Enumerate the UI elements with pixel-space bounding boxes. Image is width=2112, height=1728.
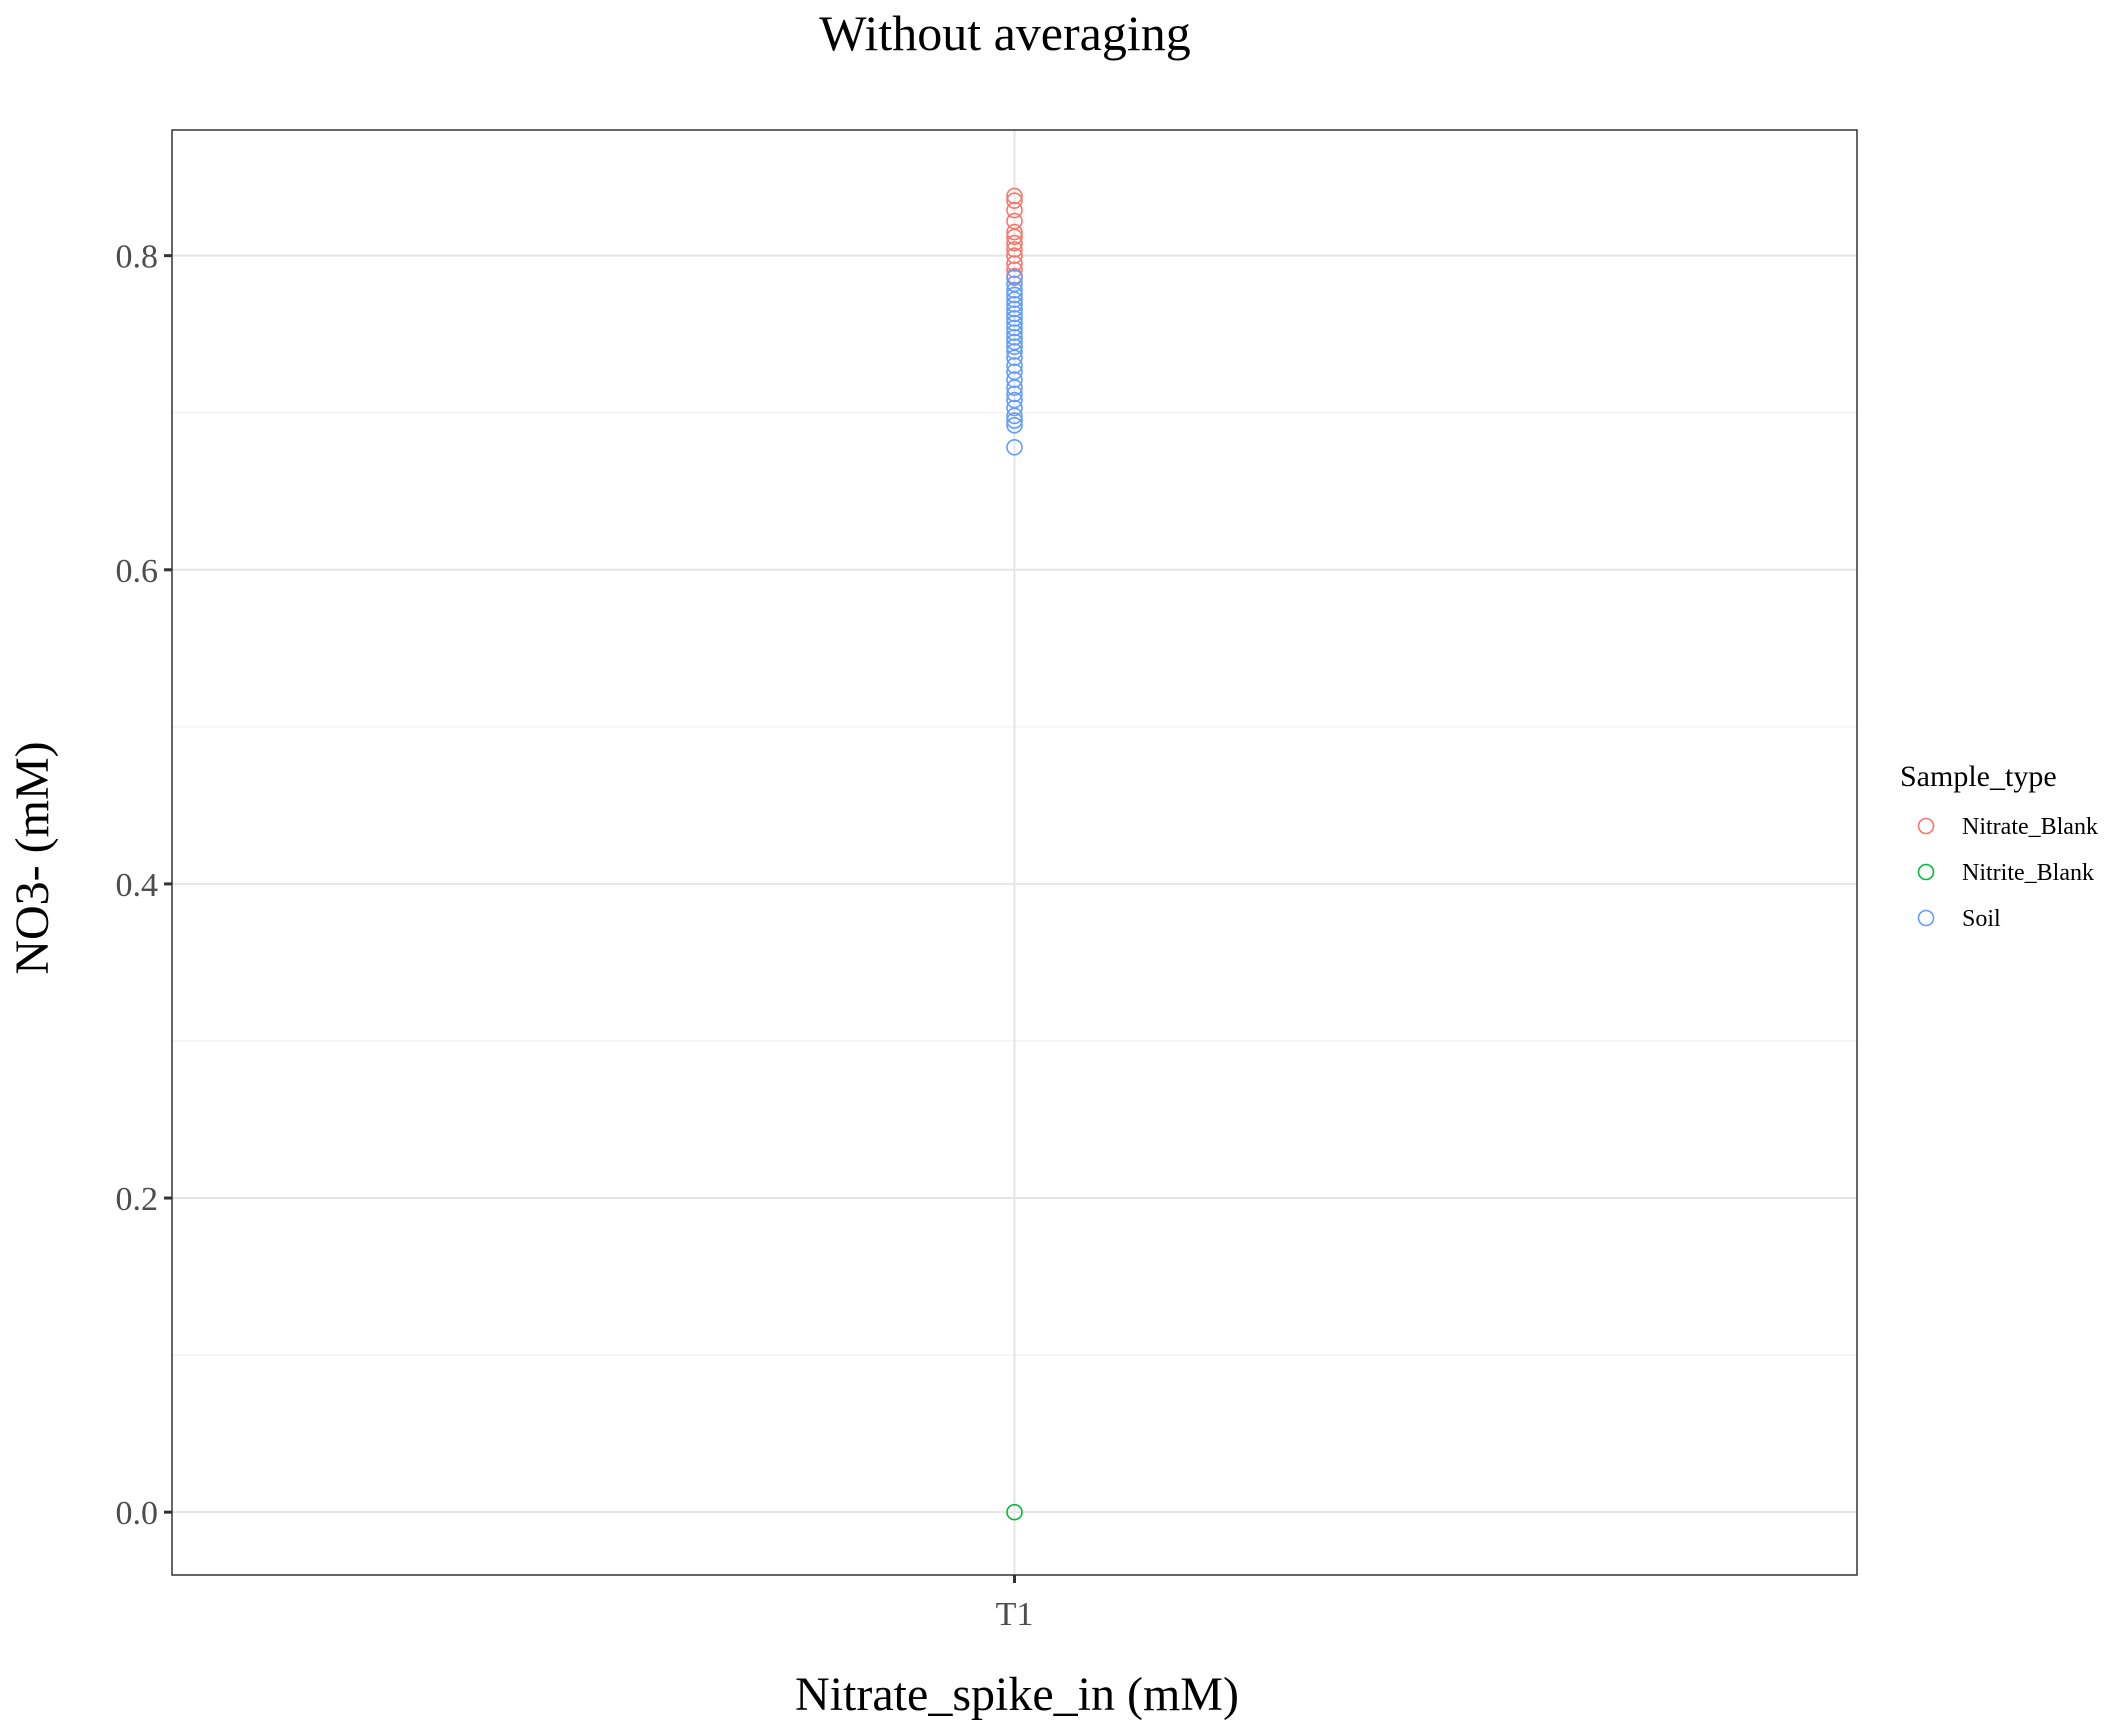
data-point: [1006, 255, 1023, 272]
x-tick-label: T1: [996, 1596, 1034, 1633]
data-point: [1006, 416, 1023, 434]
data-point: [1006, 300, 1023, 318]
data-point: [1006, 305, 1023, 323]
data-point: [1006, 407, 1023, 425]
y-tick-label: 0.6: [116, 553, 159, 590]
data-point: [1006, 379, 1023, 396]
data-point: [1006, 261, 1023, 279]
data-point: [1006, 228, 1023, 246]
data-point: [1006, 223, 1023, 241]
data-point: [1006, 371, 1023, 389]
legend: Sample_type Nitrate_Blank Nitrite_Blank So…: [1900, 760, 2098, 932]
legend-key: [1917, 817, 1935, 835]
series-nitrite-blank: [1006, 1503, 1023, 1521]
data-point: [1006, 438, 1023, 456]
y-axis-title: NO3- (mM): [6, 741, 59, 974]
series-nitrate-blank: [1006, 187, 1023, 285]
y-tick-label: 0.2: [116, 1181, 159, 1218]
data-point: [1006, 412, 1023, 429]
y-axis: 0.0 0.2 0.4 0.6 0.8: [116, 239, 172, 1532]
data-point: [1006, 349, 1023, 367]
legend-key: [1917, 909, 1935, 927]
data-point: [1006, 399, 1023, 417]
data-point: [1006, 281, 1023, 299]
data-point: [1006, 357, 1023, 374]
legend-key: [1917, 863, 1935, 881]
x-axis-title: Nitrate_spike_in (mM): [795, 1668, 1239, 1721]
y-tick-label: 0.8: [116, 239, 159, 276]
legend-label: Nitrate_Blank: [1962, 814, 2098, 840]
data-point: [1006, 338, 1023, 356]
data-point: [1006, 291, 1023, 308]
data-point: [1006, 234, 1023, 252]
data-point: [1006, 343, 1023, 360]
series-soil: [1006, 269, 1023, 456]
x-axis: T1: [996, 1575, 1034, 1633]
data-point: [1006, 385, 1023, 403]
data-point: [1006, 187, 1023, 205]
legend-item: Soil: [1917, 906, 2001, 932]
data-point: [1006, 192, 1023, 209]
data-point: [1006, 269, 1023, 286]
chart-title: Without averaging: [819, 5, 1190, 61]
data-point: [1006, 286, 1023, 304]
data-point: [1006, 296, 1023, 313]
legend-item: Nitrite_Blank: [1917, 860, 2094, 886]
data-point: [1006, 241, 1023, 258]
data-point: [1006, 310, 1023, 327]
y-tick-label: 0.0: [116, 1495, 159, 1532]
y-tick-label: 0.4: [116, 867, 159, 904]
legend-label: Soil: [1962, 906, 2001, 932]
legend-item: Nitrate_Blank: [1917, 814, 2098, 840]
plot-area: [171, 129, 1858, 1576]
data-points: [1006, 187, 1023, 1521]
data-point: [1006, 247, 1023, 264]
data-point: [1006, 324, 1023, 341]
data-point: [1006, 319, 1023, 337]
data-point: [1006, 314, 1023, 332]
data-point: [1006, 329, 1023, 346]
legend-label: Nitrite_Blank: [1962, 860, 2094, 886]
data-point: [1006, 1503, 1023, 1521]
legend-title: Sample_type: [1900, 760, 2057, 793]
legend-items: Nitrate_Blank Nitrite_Blank Soil: [1917, 814, 2098, 932]
data-point: [1006, 201, 1023, 219]
